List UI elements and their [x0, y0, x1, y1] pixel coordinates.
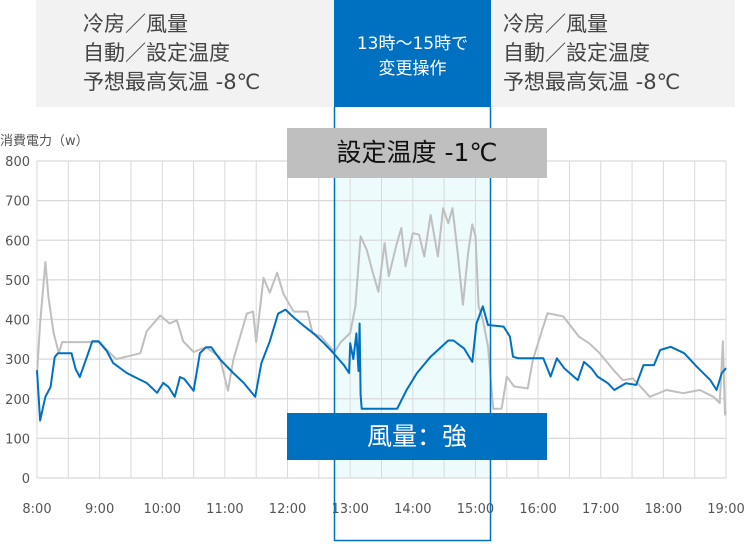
x-tick-label: 19:00: [707, 502, 744, 517]
condition-line: 予想最高気温 -8℃: [503, 70, 681, 94]
y-tick-label: 0: [22, 472, 30, 487]
y-tick-label: 100: [5, 432, 30, 447]
condition-line: 自動／設定温度: [503, 41, 650, 65]
x-tick-label: 17:00: [582, 502, 619, 517]
x-tick-label: 13:00: [331, 502, 368, 517]
x-tick-label: 15:00: [457, 502, 494, 517]
conditions-right-box: 冷房／風量 自動／設定温度 予想最高気温 -8℃: [491, 0, 735, 107]
x-tick-label: 16:00: [519, 502, 556, 517]
x-tick-label: 18:00: [645, 502, 682, 517]
fan-annotation: 風量：強: [287, 413, 547, 460]
y-tick-label: 200: [5, 393, 30, 408]
operation-line: 変更操作: [378, 59, 447, 79]
gray-series-line: [36, 207, 727, 416]
x-tick-label: 8:00: [22, 502, 51, 517]
operation-line: 13時～15時で: [356, 34, 469, 54]
condition-line: 冷房／風量: [83, 12, 188, 36]
y-tick-label: 400: [5, 314, 30, 329]
blue-series-line: [36, 305, 727, 422]
condition-line: 冷房／風量: [503, 12, 608, 36]
y-tick-label: 700: [5, 195, 30, 210]
x-tick-label: 14:00: [394, 502, 431, 517]
conditions-left-box: 冷房／風量 自動／設定温度 予想最高気温 -8℃: [36, 0, 334, 107]
x-tick-label: 11:00: [206, 502, 243, 517]
y-tick-label: 800: [5, 155, 30, 170]
temperature-annotation: 設定温度 -1℃: [287, 128, 547, 178]
x-tick-label: 12:00: [269, 502, 306, 517]
x-tick-label: 10:00: [144, 502, 181, 517]
x-tick-label: 9:00: [85, 502, 114, 517]
condition-line: 予想最高気温 -8℃: [83, 70, 261, 94]
y-tick-label: 600: [5, 234, 30, 249]
y-tick-label: 500: [5, 274, 30, 289]
condition-line: 自動／設定温度: [83, 41, 230, 65]
operation-box: 13時～15時で 変更操作: [334, 0, 491, 107]
y-tick-label: 300: [5, 353, 30, 368]
y-axis-label: 消費電力（w）: [0, 134, 89, 149]
